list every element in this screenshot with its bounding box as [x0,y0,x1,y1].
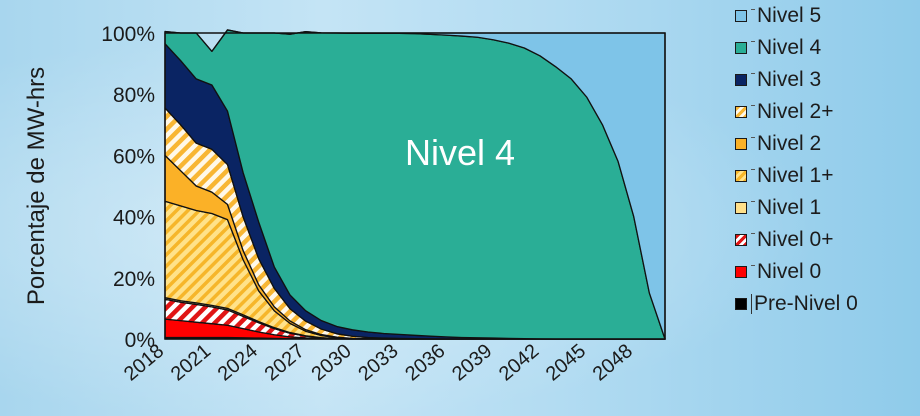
legend-item-nivel-2-plus[interactable]: Nivel 2+ [735,96,833,128]
legend-tick [751,105,755,106]
y-tick-label: 60% [113,145,155,168]
legend-swatch-pre-nivel-0 [735,298,747,310]
legend-label: Nivel 4 [757,36,822,59]
legend-item-pre-nivel-0[interactable]: Pre-Nivel 0 [735,288,858,320]
x-tick-label: 2027 [261,340,309,385]
legend-tick [751,137,755,138]
legend-item-nivel-5[interactable]: Nivel 5 [735,0,821,32]
x-tick-label: 2024 [214,340,262,385]
legend-label: Nivel 1+ [757,164,834,187]
x-tick-label: 2048 [589,340,637,385]
x-tick-label: 2045 [542,340,590,385]
legend-tick [751,294,752,314]
plot-frame [164,32,666,340]
legend-swatch-nivel-0-plus [735,234,747,246]
legend-label: Nivel 0+ [757,228,834,251]
legend-tick [751,201,755,202]
legend-tick [751,41,755,42]
x-tick-label: 2021 [167,340,215,385]
y-axis-label: Porcentaje de MW-hrs [23,67,50,305]
legend-item-nivel-1-plus[interactable]: Nivel 1+ [735,160,833,192]
legend-item-nivel-4[interactable]: Nivel 4 [735,32,821,64]
legend-swatch-nivel-2-plus [735,106,747,118]
legend-label: Nivel 1 [757,196,822,219]
legend-label: Nivel 5 [757,4,822,27]
y-tick-label: 40% [113,207,155,230]
area-annotation: Nivel 4 [405,132,515,173]
legend-label: Nivel 2+ [757,100,834,123]
x-axis: 2018202120242027203020332036203920422045… [120,340,637,385]
legend-swatch-nivel-1 [735,202,747,214]
x-tick-label: 2030 [307,340,355,385]
legend-swatch-nivel-1-plus [735,170,747,182]
legend-label: Nivel 3 [757,68,822,91]
x-tick-label: 2036 [401,340,449,385]
series-areas [164,29,666,340]
legend-swatch-nivel-5 [735,10,747,22]
legend-label: Nivel 0 [757,260,822,283]
legend-swatch-nivel-3 [735,74,747,86]
y-axis: 0% 20% 40% 60% 80% 100% [101,23,155,352]
x-tick-label: 2033 [354,340,402,385]
legend-tick [751,73,755,74]
x-tick-label: 2039 [448,340,496,385]
legend-label: Nivel 2 [757,132,822,155]
legend-swatch-nivel-2 [735,138,747,150]
legend-tick [751,169,755,170]
legend-item-nivel-2[interactable]: Nivel 2 [735,128,821,160]
legend-label: Pre-Nivel 0 [754,292,858,315]
y-tick-label: 80% [113,84,155,107]
legend-tick [751,9,755,10]
legend: Nivel 5 Nivel 4 Nivel 3 Nivel 2+ Nivel 2… [735,0,920,416]
legend-item-nivel-1[interactable]: Nivel 1 [735,192,821,224]
legend-item-nivel-0-plus[interactable]: Nivel 0+ [735,224,833,256]
legend-tick [751,265,755,266]
legend-item-nivel-0[interactable]: Nivel 0 [735,256,821,288]
legend-swatch-nivel-0 [735,266,747,278]
y-tick-label: 20% [113,268,155,291]
y-tick-label: 100% [101,23,155,46]
legend-tick [751,233,755,234]
x-tick-label: 2042 [495,340,543,385]
y-tick-label: 0% [125,329,155,352]
legend-item-nivel-3[interactable]: Nivel 3 [735,64,821,96]
legend-swatch-nivel-4 [735,42,747,54]
